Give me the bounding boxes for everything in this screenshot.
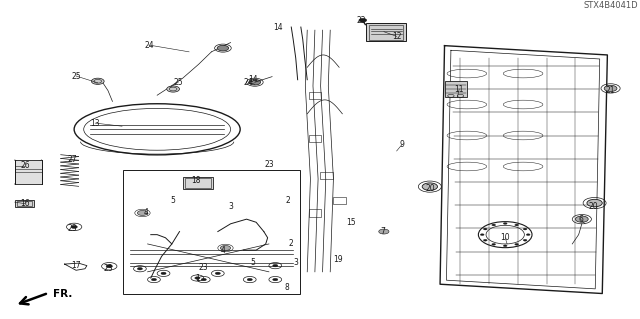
Text: 3: 3 [293, 258, 298, 267]
Bar [17, 201, 32, 206]
Text: 18: 18 [191, 176, 200, 185]
Text: 10: 10 [500, 233, 510, 242]
Text: 5: 5 [171, 196, 175, 205]
Circle shape [483, 239, 487, 241]
Circle shape [167, 86, 179, 92]
Circle shape [515, 224, 518, 226]
Text: 4: 4 [144, 208, 148, 218]
Text: 16: 16 [20, 199, 30, 208]
Text: 23: 23 [199, 263, 209, 272]
Circle shape [480, 234, 484, 235]
Circle shape [217, 45, 228, 51]
Text: FR.: FR. [53, 288, 72, 299]
Circle shape [106, 265, 113, 268]
Circle shape [575, 216, 588, 222]
Bar [445, 81, 467, 97]
Text: 23: 23 [103, 264, 113, 273]
Text: 1: 1 [195, 273, 200, 283]
Text: 7: 7 [380, 227, 385, 236]
Text: 20: 20 [425, 184, 435, 193]
Text: 2: 2 [285, 196, 291, 205]
Circle shape [138, 211, 148, 215]
Text: 2: 2 [289, 240, 294, 249]
Text: 23: 23 [67, 224, 77, 233]
Circle shape [483, 228, 487, 230]
Text: 24: 24 [144, 41, 154, 49]
Circle shape [359, 19, 367, 22]
Text: 25: 25 [71, 71, 81, 80]
Bar [369, 25, 403, 40]
Circle shape [379, 229, 389, 234]
Circle shape [526, 234, 530, 235]
Text: 9: 9 [399, 140, 404, 149]
Text: 27: 27 [67, 155, 77, 164]
Text: 12: 12 [392, 32, 401, 41]
Text: STX4B4041D: STX4B4041D [584, 1, 638, 10]
Text: 6: 6 [578, 215, 583, 224]
Text: 13: 13 [90, 119, 100, 128]
Circle shape [92, 78, 104, 85]
Text: 3: 3 [228, 202, 233, 211]
Circle shape [273, 278, 278, 281]
Bar [15, 160, 42, 184]
Text: 14: 14 [274, 23, 284, 32]
Bar [308, 209, 321, 217]
Circle shape [503, 223, 507, 225]
Circle shape [249, 79, 260, 85]
Bar [124, 170, 300, 293]
Circle shape [604, 85, 617, 92]
Text: 20: 20 [589, 202, 598, 211]
Text: 14: 14 [248, 75, 258, 84]
Text: 8: 8 [284, 283, 289, 292]
Text: 15: 15 [346, 218, 355, 227]
Text: 17: 17 [71, 261, 81, 270]
Text: 5: 5 [250, 258, 255, 267]
Text: 22: 22 [356, 16, 366, 25]
Text: 21: 21 [606, 86, 615, 95]
Text: 25: 25 [173, 78, 183, 87]
Circle shape [138, 268, 143, 270]
Text: 19: 19 [333, 255, 342, 264]
Text: 24: 24 [244, 78, 253, 87]
Text: 11: 11 [454, 85, 464, 93]
Circle shape [492, 243, 495, 245]
Circle shape [422, 183, 438, 190]
Circle shape [161, 272, 166, 275]
Bar [366, 23, 406, 41]
Circle shape [247, 278, 252, 281]
Bar [333, 197, 346, 204]
Bar [308, 92, 321, 99]
Circle shape [195, 277, 200, 279]
Bar [15, 200, 34, 207]
Circle shape [503, 245, 507, 247]
Circle shape [201, 278, 206, 281]
Bar [320, 172, 333, 180]
Text: 26: 26 [20, 161, 30, 170]
Circle shape [492, 224, 495, 226]
Text: 23: 23 [264, 160, 274, 169]
Circle shape [152, 278, 157, 281]
Text: 4: 4 [221, 246, 225, 255]
Bar [184, 178, 211, 188]
Bar [182, 177, 213, 189]
Circle shape [273, 264, 278, 267]
Circle shape [523, 239, 527, 241]
Circle shape [220, 246, 230, 250]
Circle shape [523, 228, 527, 230]
Bar [308, 135, 321, 142]
Circle shape [215, 272, 220, 275]
Circle shape [587, 199, 602, 207]
Circle shape [515, 243, 518, 245]
Circle shape [71, 225, 77, 228]
